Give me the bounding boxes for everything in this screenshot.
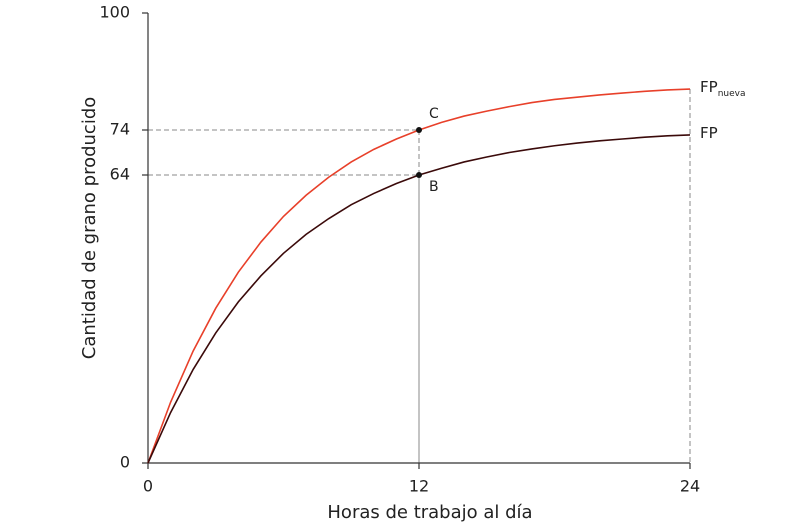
- y-axis-title: Cantidad de grano producido: [79, 97, 100, 360]
- y-tick-label: 74: [110, 120, 130, 139]
- series-label: FP: [700, 123, 718, 141]
- series-label-name: FP: [700, 123, 718, 141]
- x-tick-label: 24: [680, 477, 700, 496]
- point-label: C: [429, 106, 439, 122]
- y-tick-label: 0: [120, 453, 130, 472]
- point: [416, 172, 422, 178]
- series-label-subscript: nueva: [718, 89, 746, 99]
- point: [416, 127, 422, 133]
- y-tick-label: 100: [99, 3, 130, 22]
- y-tick-label: 64: [110, 165, 130, 184]
- point-label: B: [429, 179, 439, 195]
- series-label-name: FP: [700, 78, 718, 96]
- series-label: FPnueva: [700, 78, 745, 99]
- x-tick-label: 12: [409, 477, 429, 496]
- x-tick-label: 0: [143, 477, 153, 496]
- x-axis-title: Horas de trabajo al día: [327, 502, 532, 523]
